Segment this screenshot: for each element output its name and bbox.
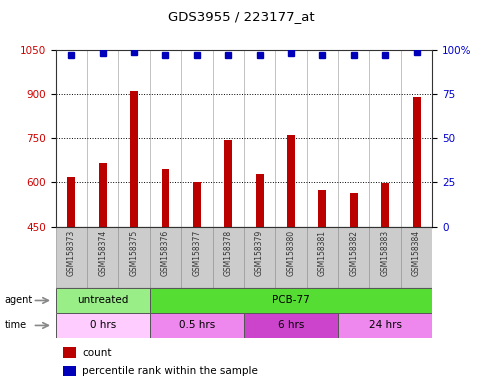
Bar xyxy=(401,227,432,288)
Text: GSM158380: GSM158380 xyxy=(286,230,296,276)
Text: GSM158375: GSM158375 xyxy=(129,230,139,276)
Bar xyxy=(150,313,244,338)
Bar xyxy=(181,227,213,288)
Bar xyxy=(99,163,107,227)
Bar xyxy=(150,227,181,288)
Text: count: count xyxy=(82,348,112,358)
Text: GSM158383: GSM158383 xyxy=(381,230,390,276)
Bar xyxy=(412,97,421,227)
Bar xyxy=(369,227,401,288)
Bar xyxy=(244,227,275,288)
Text: GSM158379: GSM158379 xyxy=(255,230,264,276)
Text: 0 hrs: 0 hrs xyxy=(89,320,116,331)
Bar xyxy=(150,288,432,313)
Text: time: time xyxy=(5,320,27,331)
Bar xyxy=(287,135,295,227)
Text: 6 hrs: 6 hrs xyxy=(278,320,304,331)
Bar xyxy=(87,227,118,288)
Bar xyxy=(193,182,201,227)
Bar xyxy=(224,140,232,227)
Bar xyxy=(338,313,432,338)
Text: GDS3955 / 223177_at: GDS3955 / 223177_at xyxy=(168,10,315,23)
Text: GSM158374: GSM158374 xyxy=(98,230,107,276)
Bar xyxy=(63,366,76,376)
Bar xyxy=(338,227,369,288)
Text: percentile rank within the sample: percentile rank within the sample xyxy=(82,366,258,376)
Bar xyxy=(56,227,87,288)
Text: GSM158381: GSM158381 xyxy=(318,230,327,276)
Bar xyxy=(213,227,244,288)
Text: GSM158377: GSM158377 xyxy=(192,230,201,276)
Bar xyxy=(350,193,358,227)
Text: 0.5 hrs: 0.5 hrs xyxy=(179,320,215,331)
Bar xyxy=(130,91,138,227)
Bar xyxy=(63,347,76,358)
Text: GSM158378: GSM158378 xyxy=(224,230,233,276)
Bar xyxy=(307,227,338,288)
Text: agent: agent xyxy=(5,295,33,306)
Bar xyxy=(161,169,170,227)
Bar xyxy=(318,190,327,227)
Text: GSM158376: GSM158376 xyxy=(161,230,170,276)
Text: GSM158382: GSM158382 xyxy=(349,230,358,276)
Bar xyxy=(67,177,75,227)
Bar xyxy=(244,313,338,338)
Text: GSM158384: GSM158384 xyxy=(412,230,421,276)
Text: PCB-77: PCB-77 xyxy=(272,295,310,306)
Text: GSM158373: GSM158373 xyxy=(67,230,76,276)
Bar xyxy=(118,227,150,288)
Text: 24 hrs: 24 hrs xyxy=(369,320,402,331)
Bar xyxy=(56,288,150,313)
Bar xyxy=(275,227,307,288)
Bar xyxy=(256,174,264,227)
Bar xyxy=(381,183,389,227)
Bar xyxy=(56,313,150,338)
Text: untreated: untreated xyxy=(77,295,128,306)
